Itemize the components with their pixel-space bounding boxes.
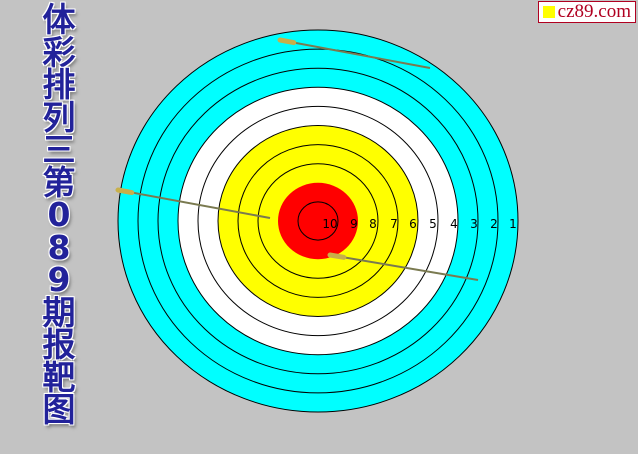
watermark-logo: cz89.com [537,1,636,23]
ring-label: 6 [409,217,417,231]
ring-label: 8 [369,217,377,231]
ring-label: 5 [429,217,437,231]
watermark-text: cz89.com [557,1,631,22]
arrow [115,187,271,219]
ring-label: 9 [350,217,358,231]
title-char: 图 [42,390,76,429]
arrow [277,37,431,69]
logo-square-icon [542,6,555,18]
title-char: 报 [42,325,76,364]
title-char: 体 [42,0,76,39]
ring-label: 10 [322,217,337,231]
title-char: 9 [47,260,71,299]
ring-label: 2 [490,217,498,231]
title-char: 8 [47,227,71,267]
ring-label: 3 [470,217,478,231]
title-char: 列 [42,97,76,137]
title-char: 排 [42,65,76,104]
ring-label: 1 [509,217,517,231]
ring-label: 7 [390,217,398,231]
ring-label: 4 [450,217,458,231]
title-char: 0 [47,195,71,234]
ring-10 [297,201,339,241]
title-char: 彩 [42,32,76,72]
title-char: 靶 [42,357,76,397]
title-char: 三 [42,130,76,169]
title-char: 期 [42,292,76,332]
arrow [327,252,479,281]
title-char: 第 [42,162,76,202]
